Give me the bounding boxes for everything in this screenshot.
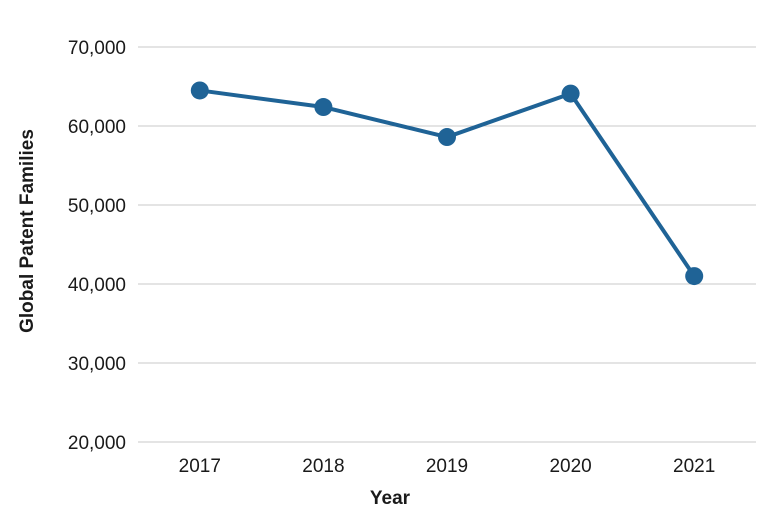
y-tick-label: 60,000: [68, 117, 126, 138]
data-point-2018[interactable]: [314, 98, 333, 117]
series-layer: [190, 81, 704, 286]
gridlines: [138, 46, 756, 443]
y-axis-title: Global Patent Families: [17, 129, 38, 333]
y-tick-label: 70,000: [68, 38, 126, 59]
data-point-2021[interactable]: [685, 267, 704, 286]
x-tick-label: 2018: [302, 456, 344, 477]
data-point-2019[interactable]: [438, 128, 456, 147]
y-tick-label: 20,000: [68, 433, 126, 454]
x-tick-label: 2020: [549, 456, 591, 477]
y-tick-label: 30,000: [68, 354, 126, 375]
x-tick-label: 2019: [426, 456, 468, 477]
series-line: [197, 88, 697, 279]
data-point-2017[interactable]: [190, 81, 209, 100]
y-tick-label: 50,000: [68, 196, 126, 217]
x-tick-label: 2021: [673, 456, 715, 477]
data-point-2020[interactable]: [561, 84, 580, 103]
x-tick-labels: 2017 2018 2019 2020 2021: [179, 456, 716, 477]
x-tick-label: 2017: [179, 456, 221, 477]
x-axis-title: Year: [370, 488, 411, 509]
y-tick-labels: 20,000 30,000 40,000 50,000 60,000 70,000: [68, 38, 126, 454]
y-tick-label: 40,000: [68, 275, 126, 296]
